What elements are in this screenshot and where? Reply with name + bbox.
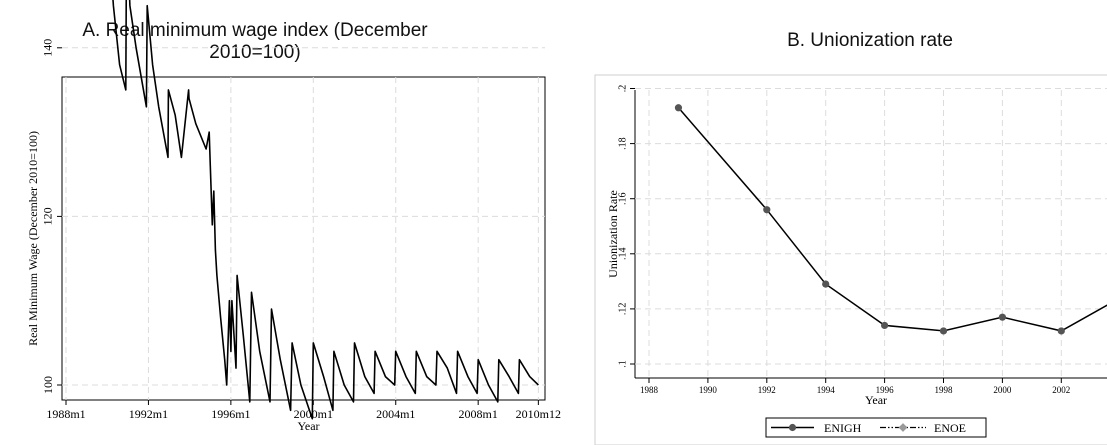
chart-b-enigh-point xyxy=(674,104,683,112)
chart-a-ytick-label: 120 xyxy=(41,207,55,225)
chart-b-legend-enoe-label: ENOE xyxy=(934,421,966,435)
chart-a-plot-frame xyxy=(61,76,546,401)
chart-b-xtick-label: 1988 xyxy=(640,385,659,395)
chart-b-xtick-label: 2000 xyxy=(993,385,1012,395)
chart-a: 1001201401601802001988m11992m11996m12000… xyxy=(26,0,561,433)
chart-b-legend-box xyxy=(765,417,987,438)
chart-a-ytick-label: 100 xyxy=(41,376,55,394)
chart-b-ytick-label: .16 xyxy=(617,192,628,205)
panel-a-title: A. Real minimum wage index (December 201… xyxy=(82,20,428,63)
chart-b-legend-enigh-marker xyxy=(788,423,797,432)
chart-a-xtick-label: 1996m1 xyxy=(211,407,250,421)
chart-a-xtick-label: 2000m1 xyxy=(294,407,333,421)
chart-b-ytick-label: .2 xyxy=(617,85,628,93)
chart-b-enigh-point xyxy=(1057,327,1065,335)
chart-a-xtick-label: 2004m1 xyxy=(376,407,415,421)
chart-b-legend-enigh-label: ENIGH xyxy=(824,421,862,435)
chart-b-xtick-label: 1992 xyxy=(758,385,776,395)
chart-b-legend: ENIGH ENOE xyxy=(765,417,987,438)
chart-a-xtick-label: 2010m12 xyxy=(516,407,561,421)
panel-b-title: B. Unionization rate xyxy=(787,30,953,51)
chart-b-enigh-point xyxy=(881,321,889,330)
chart-b-xlabel: Year xyxy=(865,393,887,407)
chart-b-ytick-label: .14 xyxy=(617,248,628,260)
chart-a-xtick-label: 1992m1 xyxy=(129,407,168,421)
chart-b-xtick-label: 1998 xyxy=(935,385,954,395)
chart-b-xtick-label: 1990 xyxy=(699,385,718,395)
chart-b-enigh-point xyxy=(763,206,771,214)
chart-b-legend-enoe-marker xyxy=(898,423,908,432)
chart-b-enigh-point xyxy=(939,327,948,335)
chart-a-xtick-label: 1988m1 xyxy=(46,407,85,421)
chart-b-enigh-point xyxy=(822,280,830,288)
chart-a-xtick-label: 2008m1 xyxy=(459,407,498,421)
chart-b-xtick-label: 1996 xyxy=(876,385,895,395)
chart-a-ylabel: Real Minimum Wage (December 2010=100) xyxy=(26,131,40,346)
chart-b-enigh-line xyxy=(677,107,1107,332)
chart-a-series-line xyxy=(112,0,539,420)
chart-b: .1 .12 .14 .16 .18 .2 1988 1990 1992 1994 1996 1998… xyxy=(594,74,1107,445)
chart-b-xtick-label: 2002 xyxy=(1052,385,1070,395)
chart-b-outer-frame xyxy=(594,74,1107,445)
chart-b-ytick-label: .18 xyxy=(617,137,628,150)
chart-b-ytick-label: .12 xyxy=(617,303,628,316)
chart-a-xlabel: Year xyxy=(297,419,319,433)
chart-b-ytick-label: .1 xyxy=(617,360,628,368)
chart-b-enigh-point xyxy=(998,313,1007,321)
chart-b-xtick-label: 1994 xyxy=(817,385,836,395)
chart-b-ylabel: Unionization Rate xyxy=(606,190,620,278)
chart-a-ytick-label: 140 xyxy=(41,39,55,57)
